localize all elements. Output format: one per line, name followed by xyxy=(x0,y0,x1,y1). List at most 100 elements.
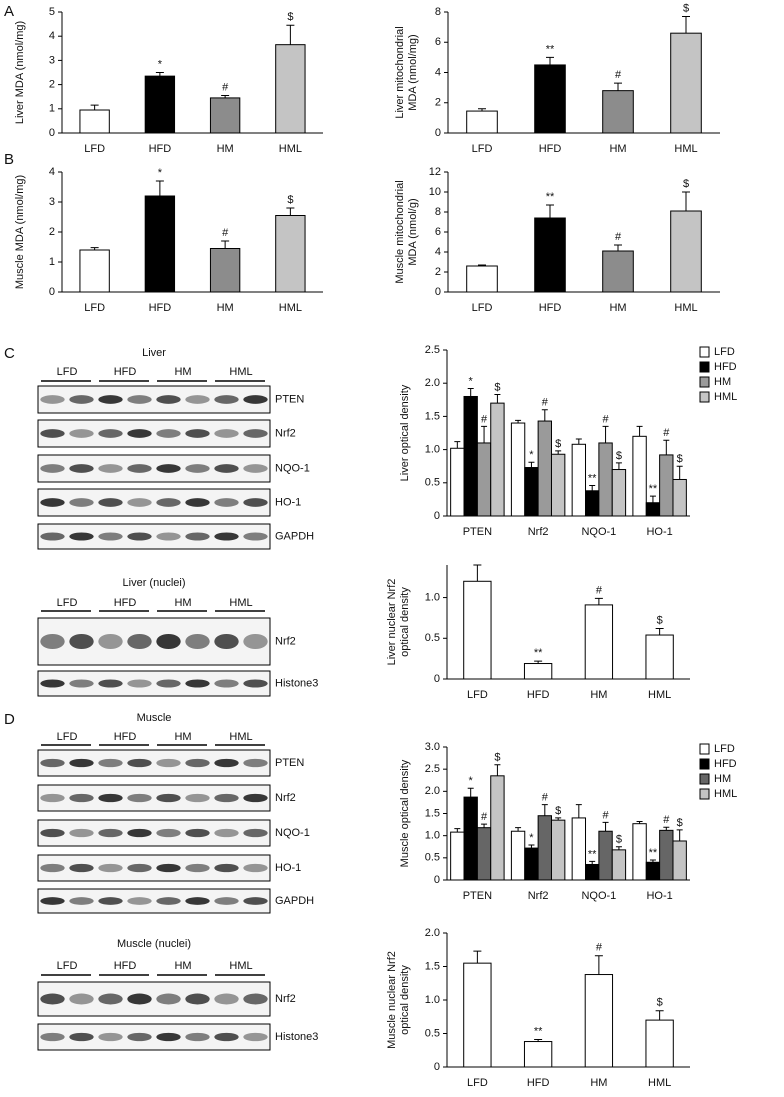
error-bar xyxy=(494,764,501,776)
blot-band xyxy=(98,395,123,404)
blot-band xyxy=(127,395,152,404)
significance-marker: * xyxy=(529,832,534,844)
y-tick-label: 4 xyxy=(49,166,55,178)
blot-band xyxy=(98,1032,123,1042)
significance-marker: $ xyxy=(555,805,561,817)
blot-group-label: HFD xyxy=(114,597,137,609)
blot-group-label: LFD xyxy=(57,366,78,378)
y-tick-label: 4 xyxy=(49,30,55,42)
bar xyxy=(611,849,627,881)
blot-row xyxy=(37,670,271,697)
blot-band xyxy=(185,793,210,803)
legend-swatch xyxy=(699,788,710,800)
bar xyxy=(602,250,634,293)
bar xyxy=(450,447,465,517)
error-bar xyxy=(454,441,461,449)
x-tick-label: HML xyxy=(648,689,671,701)
blot-row xyxy=(37,523,271,550)
y-tick-label: 2 xyxy=(435,97,441,109)
blot-group-label: HM xyxy=(174,366,191,378)
error-bar xyxy=(494,393,501,404)
significance-marker: $ xyxy=(677,817,683,829)
error-bar xyxy=(589,860,596,865)
blot-band xyxy=(40,758,65,768)
blot-row xyxy=(37,454,271,483)
x-tick-label: HFD xyxy=(527,689,550,701)
y-tick-label: 0.5 xyxy=(425,477,440,489)
blot-band xyxy=(214,1032,239,1042)
y-axis-label: Liver nuclear Nrf2 xyxy=(386,579,398,666)
error-bar xyxy=(682,191,690,211)
blot-row-label: PTEN xyxy=(275,393,304,405)
bar xyxy=(645,1019,674,1068)
significance-marker: $ xyxy=(494,752,500,764)
blot-frame xyxy=(37,981,271,1017)
blot-row xyxy=(37,419,271,448)
blot-group-label: LFD xyxy=(57,597,78,609)
blot-band xyxy=(69,758,94,768)
significance-marker: $ xyxy=(683,2,689,14)
blot-band xyxy=(214,793,239,803)
significance-marker: # xyxy=(663,814,670,826)
blot-band xyxy=(98,498,123,507)
blot-band xyxy=(243,793,268,803)
significance-marker: # xyxy=(602,413,609,425)
error-bar xyxy=(615,846,622,850)
blot-title: Muscle (nuclei) xyxy=(117,938,191,950)
legend-swatch xyxy=(699,758,710,770)
blot-band xyxy=(156,793,181,803)
x-tick-label: HFD xyxy=(527,1077,550,1089)
blot-band xyxy=(40,863,65,873)
significance-marker: # xyxy=(481,413,488,425)
blot-band xyxy=(40,897,65,905)
blot-band xyxy=(40,532,65,541)
panel-label: A xyxy=(4,3,14,20)
blot-band xyxy=(243,863,268,873)
blot-band xyxy=(214,679,239,688)
blot-band xyxy=(243,897,268,905)
blot-band xyxy=(214,498,239,507)
blot-band xyxy=(156,498,181,507)
blot-band xyxy=(214,758,239,768)
bar xyxy=(632,823,647,881)
error-bar xyxy=(602,425,609,443)
y-axis-label: Muscle mitochondrial xyxy=(394,180,406,283)
blot-row xyxy=(37,784,271,812)
bar xyxy=(144,75,176,134)
y-tick-label: 8 xyxy=(435,206,441,218)
y-tick-label: 2.5 xyxy=(425,344,440,356)
blot-band xyxy=(156,395,181,404)
significance-marker: * xyxy=(469,375,474,387)
significance-marker: $ xyxy=(287,11,293,23)
significance-marker: ** xyxy=(649,483,658,495)
blot-band xyxy=(243,828,268,838)
bar xyxy=(510,422,526,517)
significance-marker: * xyxy=(529,449,534,461)
blot-band xyxy=(156,464,181,473)
blot-row-label: GAPDH xyxy=(275,530,314,542)
y-axis-label: Muscle MDA (nmol/mg) xyxy=(14,175,26,289)
y-tick-label: 8 xyxy=(435,6,441,18)
error-bar xyxy=(90,104,99,111)
legend-label: HM xyxy=(714,376,731,388)
blot-row-label: Nrf2 xyxy=(275,635,296,647)
error-bar xyxy=(546,204,554,218)
bar xyxy=(144,195,176,293)
blot-group-label: LFD xyxy=(57,960,78,972)
blot-row-label: Histone3 xyxy=(275,1031,318,1043)
error-bar xyxy=(541,804,548,816)
error-bar xyxy=(481,425,488,443)
bar xyxy=(450,831,465,881)
y-tick-label: 0 xyxy=(434,874,440,886)
blot-group-label: HFD xyxy=(114,960,137,972)
bar xyxy=(550,453,566,517)
legend-swatch xyxy=(699,391,710,403)
y-axis-label: Liver mitochondrial xyxy=(394,26,406,118)
x-tick-label: HFD xyxy=(149,143,172,155)
bar xyxy=(585,490,600,517)
error-bar xyxy=(575,804,582,818)
blot-band xyxy=(185,498,210,507)
x-tick-label: LFD xyxy=(84,143,105,155)
error-bar xyxy=(515,419,522,424)
